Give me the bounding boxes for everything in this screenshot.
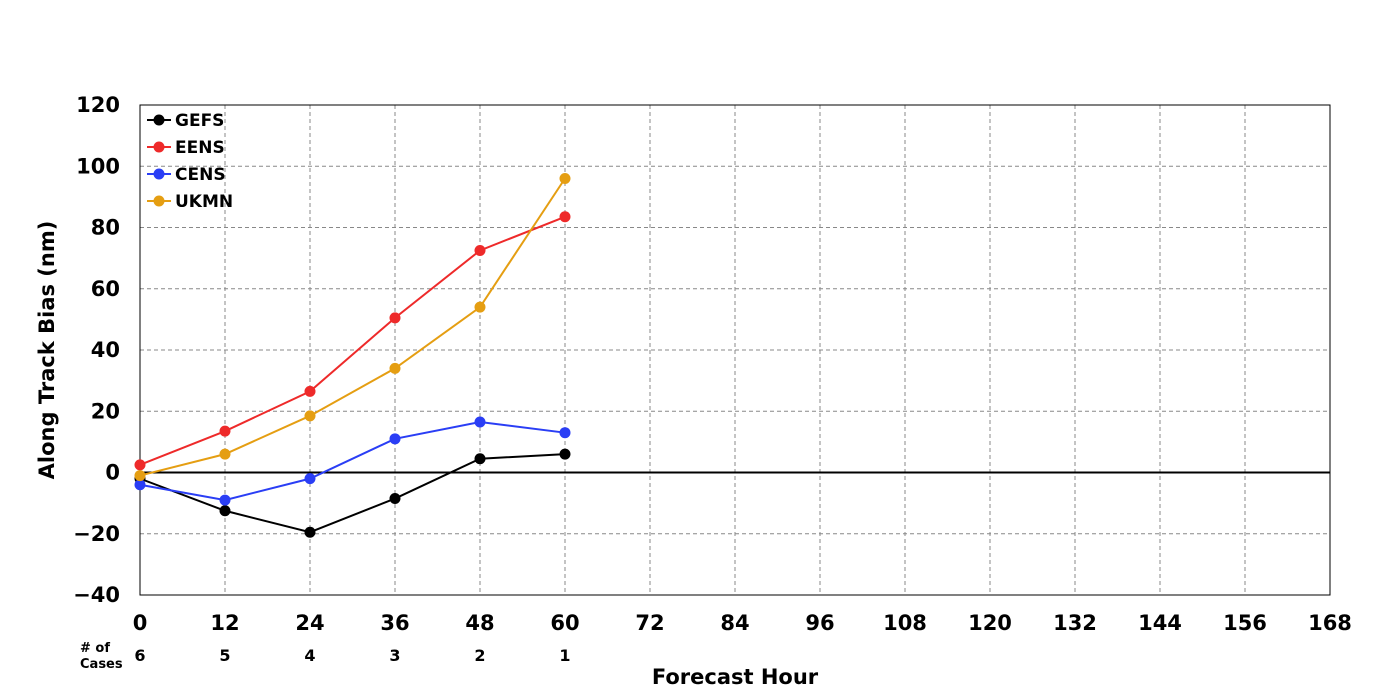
x-tick-label: 108 [883,611,927,635]
series-eens [134,211,571,471]
point-eens-12 [219,425,231,437]
x-tick-labels: 0 12 24 36 48 60 72 84 96 108 120 132 144 156 168 [133,611,1352,635]
point-gefs-12 [219,505,231,517]
series-layer [134,173,571,538]
y-tick-label: 120 [76,93,120,117]
cases-value: 4 [304,646,315,665]
legend-label: EENS [175,138,225,158]
cases-label-line1: # of [80,641,110,656]
cases-value: 3 [389,646,400,665]
series-line-cens [139,420,566,502]
cases-row: # of Cases 6 5 4 3 2 1 [80,641,571,672]
x-tick-label: 24 [295,611,324,635]
series-line-eens [139,215,566,466]
point-ukmn-12 [219,448,231,460]
cases-label-line2: Cases [80,657,123,672]
y-tick-label: 60 [91,277,120,301]
legend-item-ukmn: UKMN [147,192,233,212]
point-cens-60 [559,427,571,439]
x-tick-label: 72 [635,611,664,635]
point-gefs-60 [559,448,571,460]
point-gefs-36 [389,493,401,505]
legend-swatch-marker [153,114,165,126]
legend-swatch-marker [153,141,165,153]
x-tick-label: 0 [133,611,148,635]
point-eens-48 [474,244,486,256]
point-gefs-48 [474,453,486,465]
series-gefs [134,448,571,538]
legend-swatch-marker [153,168,165,180]
series-ukmn [134,173,571,482]
cases-value: 1 [559,646,570,665]
x-tick-label: 132 [1053,611,1097,635]
point-eens-24 [304,385,316,397]
x-tick-label: 84 [720,611,749,635]
legend-item-cens: CENS [147,165,226,185]
x-tick-label: 36 [380,611,409,635]
legend-item-gefs: GEFS [147,111,224,131]
y-tick-label: −20 [73,522,120,546]
y-tick-label: −40 [73,583,120,607]
y-tick-label: 100 [76,154,120,178]
point-gefs-24 [304,526,316,538]
y-axis-title: Along Track Bias (nm) [35,221,59,480]
y-tick-label: 40 [91,338,120,362]
point-eens-60 [559,211,571,223]
point-cens-24 [304,473,316,485]
legend-label: GEFS [175,111,224,131]
x-tick-label: 156 [1223,611,1267,635]
legend: GEFS EENS CENS UKMN [147,111,233,212]
plot-frame [139,104,1331,596]
point-cens-0 [134,479,146,491]
x-tick-label: 120 [968,611,1012,635]
series-cens [134,416,571,506]
point-ukmn-48 [474,301,486,313]
cases-value: 2 [474,646,485,665]
point-ukmn-36 [389,362,401,374]
point-ukmn-0 [134,470,146,482]
point-ukmn-60 [559,173,571,184]
point-cens-48 [474,416,486,428]
y-tick-label: 20 [91,399,120,423]
series-line-ukmn [139,177,566,477]
y-tick-labels: −40 −20 0 20 40 60 80 100 120 [73,93,120,607]
point-eens-36 [389,312,401,324]
point-cens-12 [219,494,231,506]
cases-value: 5 [219,646,230,665]
series-line-gefs [139,453,566,534]
x-tick-label: 96 [805,611,834,635]
cases-value: 6 [134,646,145,665]
legend-swatch-marker [153,195,165,207]
x-tick-label: 60 [550,611,579,635]
legend-label: CENS [175,165,226,185]
grid-lines [140,105,1330,595]
x-tick-label: 168 [1308,611,1352,635]
legend-item-eens: EENS [147,138,225,158]
y-tick-label: 80 [91,216,120,240]
legend-label: UKMN [175,192,233,212]
x-axis-title: Forecast Hour [652,665,819,689]
point-ukmn-24 [304,410,316,422]
point-eens-0 [134,459,146,471]
x-tick-label: 48 [465,611,494,635]
point-cens-36 [389,433,401,445]
y-tick-label: 0 [105,461,120,485]
x-tick-label: 144 [1138,611,1182,635]
x-tick-label: 12 [210,611,239,635]
